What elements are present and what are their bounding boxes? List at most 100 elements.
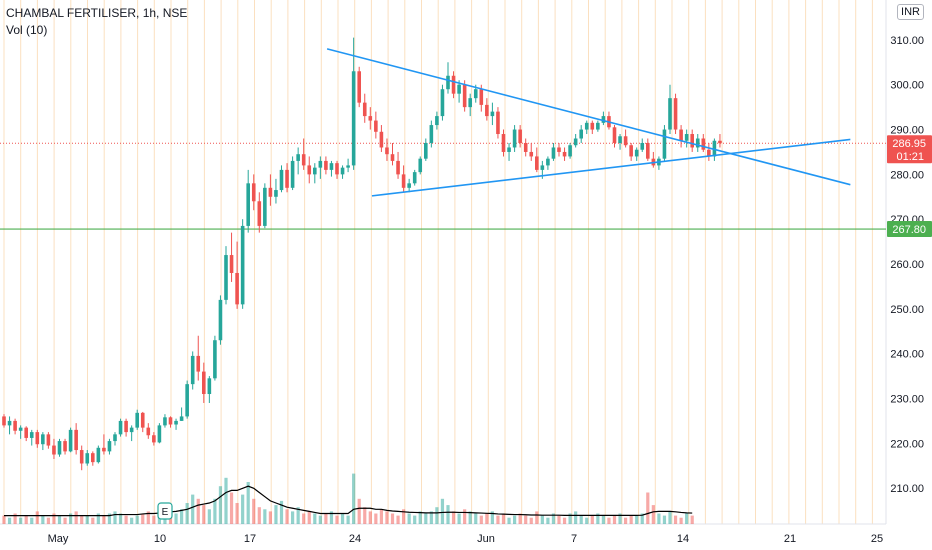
candle-body xyxy=(529,151,534,157)
volume-bar xyxy=(629,515,633,524)
candle-body xyxy=(129,427,134,433)
volume-bar xyxy=(385,511,389,524)
volume-bar xyxy=(673,515,678,524)
candle-body xyxy=(368,116,373,121)
candle-body xyxy=(584,122,589,130)
currency-button[interactable]: INR xyxy=(897,4,924,20)
candle-body xyxy=(113,434,117,442)
volume-bar xyxy=(407,513,411,524)
volume-bar xyxy=(418,511,422,524)
earnings-marker-letter: E xyxy=(162,507,169,518)
price-tick-label: 310.00 xyxy=(890,35,924,47)
candle-body xyxy=(246,183,250,226)
volume-bar xyxy=(457,513,461,524)
volume-bar xyxy=(146,511,150,524)
candle-body xyxy=(446,75,450,90)
candle-body xyxy=(490,111,495,117)
volume-bar xyxy=(207,509,211,524)
candle-body xyxy=(301,154,306,166)
candle-body xyxy=(168,417,173,425)
chart-grid xyxy=(0,0,887,525)
candle-body xyxy=(362,102,367,117)
volume-bar xyxy=(346,515,350,524)
volume-bar xyxy=(124,515,128,524)
candle-body xyxy=(163,417,167,426)
volume-bar xyxy=(612,515,617,524)
earnings-marker-box xyxy=(157,502,173,520)
earnings-marker[interactable]: E xyxy=(157,502,173,520)
candle-body xyxy=(124,420,128,433)
candle-body xyxy=(52,445,56,455)
volume-bar xyxy=(118,513,123,524)
candle-body xyxy=(351,71,356,166)
candle-body xyxy=(268,187,273,197)
candle-body xyxy=(618,136,622,143)
time-tick-label: 7 xyxy=(571,533,577,545)
volume-bar xyxy=(318,515,322,524)
candle-body xyxy=(257,201,262,226)
candle-body xyxy=(684,134,689,141)
candle-body xyxy=(612,127,617,143)
candle-body xyxy=(179,416,184,421)
candle-body xyxy=(551,147,556,159)
volume-bar xyxy=(185,503,189,524)
volume-bar xyxy=(463,509,467,524)
candle-body xyxy=(507,147,511,152)
volume-ma-line xyxy=(4,485,693,517)
volume-bar xyxy=(180,509,184,524)
volume-bar xyxy=(507,517,511,524)
volume-bar xyxy=(574,511,578,524)
price-tick-label: 210.00 xyxy=(890,483,924,495)
candle-body xyxy=(35,432,40,445)
volume-bar xyxy=(379,509,383,524)
volume-bar xyxy=(585,517,589,524)
volume-bar xyxy=(229,492,234,524)
candle-body xyxy=(396,160,400,175)
volume-bar xyxy=(35,511,39,524)
candle-body xyxy=(485,104,489,117)
candles xyxy=(2,37,722,471)
candle-body xyxy=(79,450,84,464)
volume-bar xyxy=(235,503,239,524)
price-tick-label: 300.00 xyxy=(890,80,924,92)
candle-body xyxy=(435,116,439,126)
candle-body xyxy=(601,116,606,123)
volume-bar xyxy=(446,505,450,524)
volume-bar xyxy=(596,513,600,524)
price-tick-label: 260.00 xyxy=(890,259,924,271)
volume-bar xyxy=(357,498,361,524)
time-tick-label: 17 xyxy=(244,533,256,545)
volume-bar xyxy=(91,517,95,524)
candle-body xyxy=(102,447,106,452)
price-tick-label: 280.00 xyxy=(890,169,924,181)
volume-bar xyxy=(329,511,334,524)
candle-body xyxy=(518,129,522,143)
volume-bar xyxy=(285,509,289,524)
volume-bar xyxy=(485,513,489,524)
volume-bar xyxy=(413,515,417,524)
candle-body xyxy=(424,142,428,159)
volume-bar xyxy=(296,507,300,524)
price-tick-label: 240.00 xyxy=(890,349,924,361)
candle-body xyxy=(679,129,683,141)
volume-bar xyxy=(218,486,223,524)
volume-bar xyxy=(19,517,23,524)
volume-bar xyxy=(352,473,356,524)
candle-body xyxy=(407,183,411,188)
volume-bar xyxy=(274,505,278,524)
candle-body xyxy=(473,89,478,99)
volume-bar xyxy=(30,517,34,524)
volume-bar xyxy=(501,513,506,524)
volume-bar xyxy=(496,515,500,524)
price-tick-label: 250.00 xyxy=(890,304,924,316)
candle-body xyxy=(629,145,633,157)
volume-bar xyxy=(291,511,295,524)
price-tick-label: 220.00 xyxy=(890,438,924,450)
volume-bar xyxy=(80,515,84,524)
volume-bars xyxy=(2,473,694,524)
candle-body xyxy=(224,255,228,300)
candle-body xyxy=(307,165,312,175)
candle-body xyxy=(185,384,189,417)
